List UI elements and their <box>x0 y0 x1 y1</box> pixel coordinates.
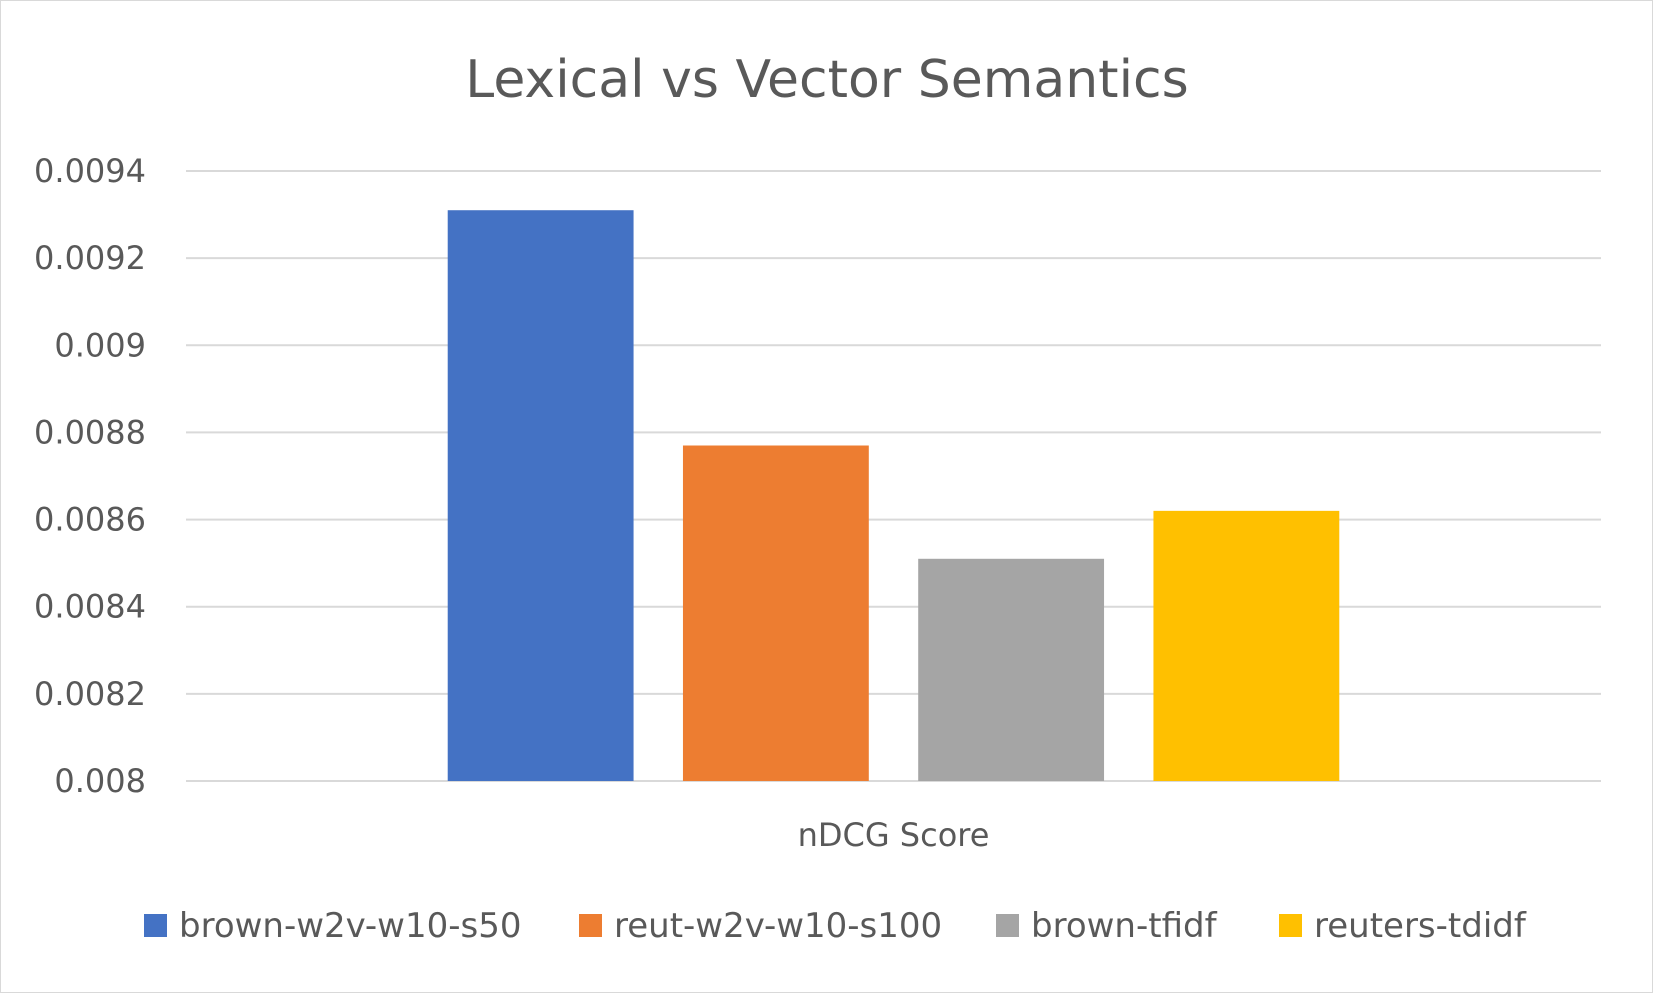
y-tick-label: 0.008 <box>54 762 146 800</box>
legend-swatch <box>579 914 602 937</box>
y-axis-tick-labels: 0.008 0.0082 0.0084 0.0086 0.0088 0.009 0.0092… <box>34 152 146 800</box>
bar-brown-tfidf <box>918 558 1105 781</box>
gridlines <box>186 170 1601 782</box>
legend-swatch <box>144 914 167 937</box>
legend-label: reuters-tdidf <box>1314 906 1527 946</box>
bar-reuters-tdidf <box>1153 510 1340 781</box>
y-tick-label: 0.0094 <box>34 152 146 190</box>
y-tick-label: 0.009 <box>54 326 146 364</box>
bar-brown-w2v-w10-s50 <box>447 210 634 781</box>
y-tick-label: 0.0082 <box>34 675 146 713</box>
legend-swatch <box>996 914 1019 937</box>
bar-reut-w2v-w10-s100 <box>682 445 869 781</box>
y-tick-label: 0.0092 <box>34 239 146 277</box>
y-tick-label: 0.0088 <box>34 413 146 451</box>
x-axis-category-labels: nDCG Score <box>798 816 990 854</box>
legend-label: reut-w2v-w10-s100 <box>614 906 942 946</box>
y-tick-label: 0.0086 <box>34 501 146 539</box>
y-tick-label: 0.0084 <box>34 588 146 626</box>
legend-label: brown-tfidf <box>1031 906 1218 946</box>
chart-title: Lexical vs Vector Semantics <box>465 50 1188 110</box>
legend-swatch <box>1279 914 1302 937</box>
x-category-label: nDCG Score <box>798 816 990 854</box>
legend: brown-w2v-w10-s50 reut-w2v-w10-s100 brown-… <box>144 906 1527 946</box>
bars <box>447 210 1340 781</box>
legend-label: brown-w2v-w10-s50 <box>179 906 521 946</box>
